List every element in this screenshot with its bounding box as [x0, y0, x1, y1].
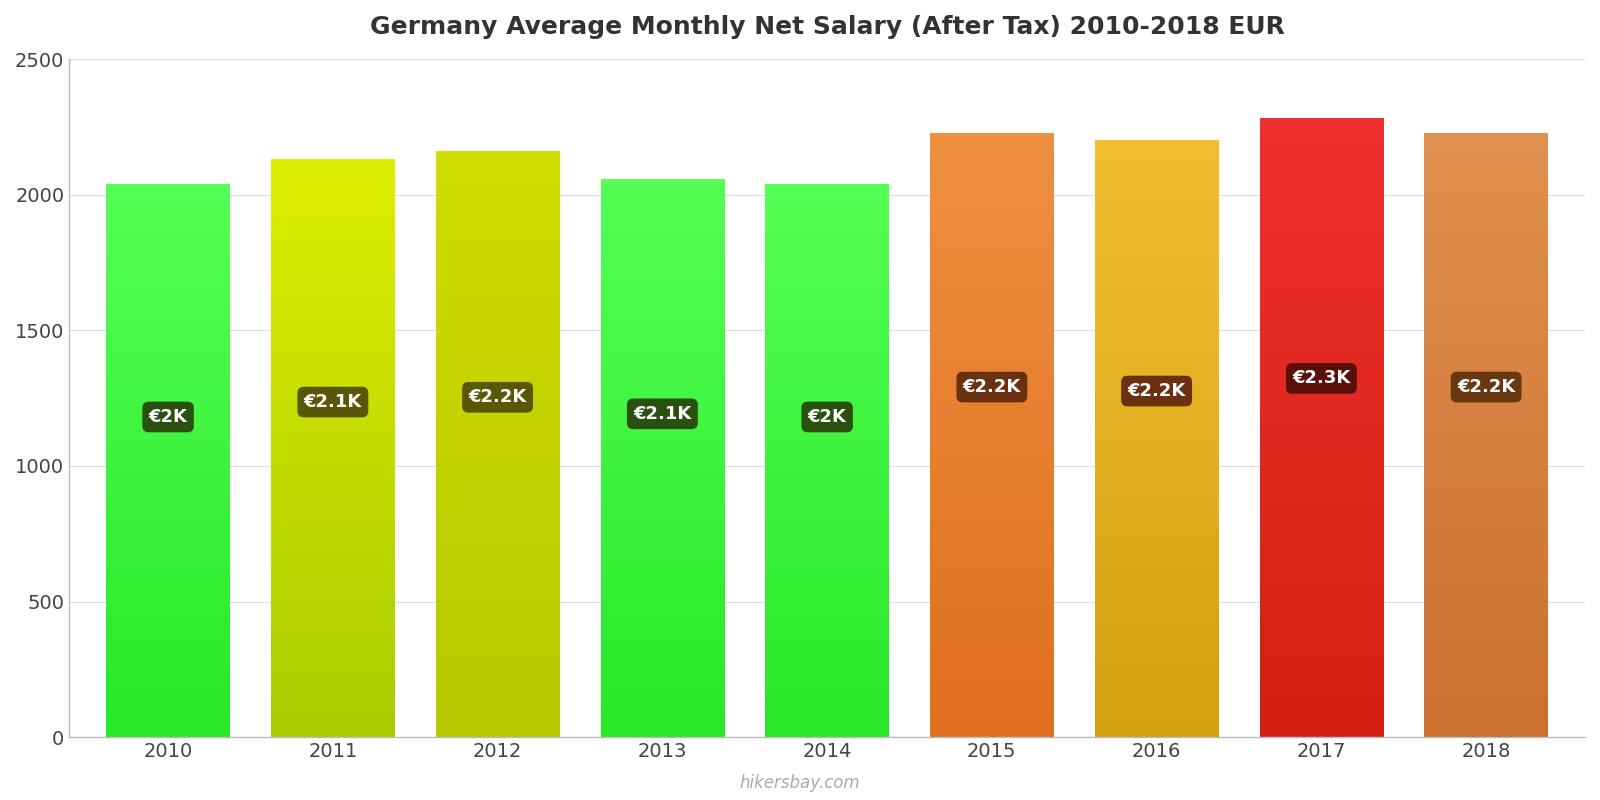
- Text: €2.2K: €2.2K: [1128, 382, 1186, 400]
- Text: €2K: €2K: [808, 408, 846, 426]
- Text: €2.1K: €2.1K: [304, 393, 362, 411]
- Text: hikersbay.com: hikersbay.com: [739, 774, 861, 792]
- Text: €2K: €2K: [149, 408, 187, 426]
- Text: €2.2K: €2.2K: [469, 388, 526, 406]
- Text: €2.2K: €2.2K: [963, 378, 1021, 396]
- Title: Germany Average Monthly Net Salary (After Tax) 2010-2018 EUR: Germany Average Monthly Net Salary (Afte…: [370, 15, 1285, 39]
- Text: €2.2K: €2.2K: [1458, 378, 1515, 396]
- Text: €2.3K: €2.3K: [1293, 370, 1350, 387]
- Text: €2.1K: €2.1K: [634, 405, 691, 423]
